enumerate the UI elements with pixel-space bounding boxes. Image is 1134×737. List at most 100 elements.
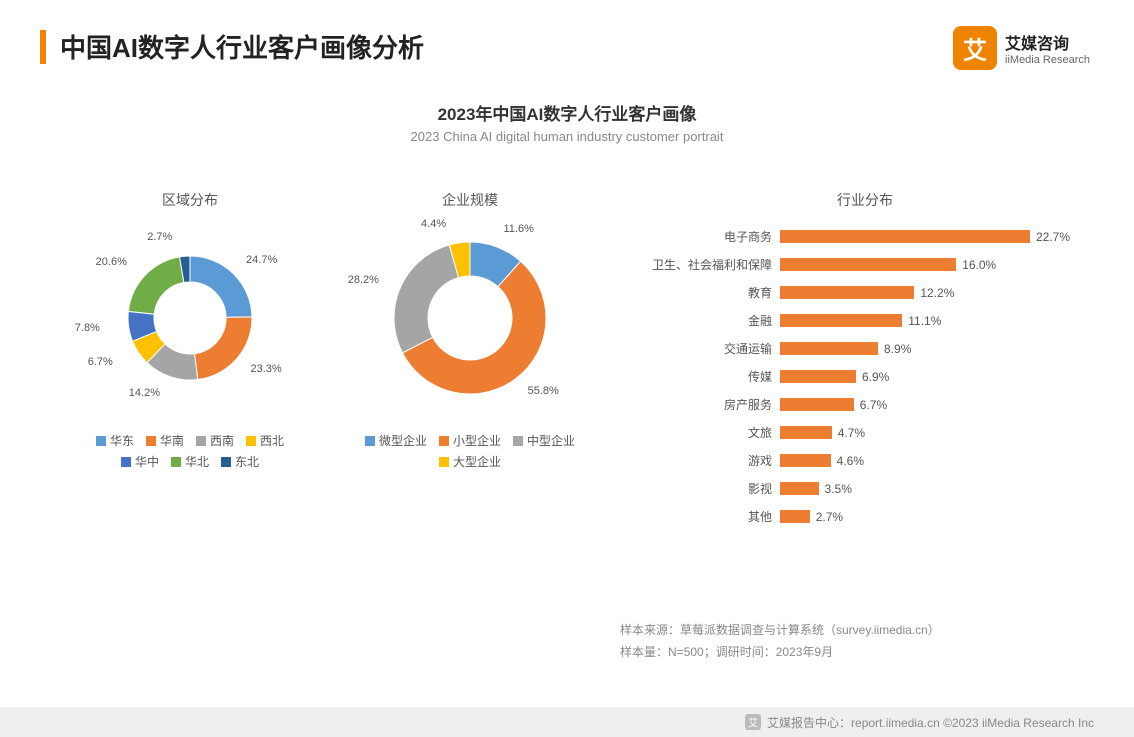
legend-item: 中型企业	[513, 432, 575, 449]
bar-track: 16.0%	[780, 258, 1090, 272]
donut-region: 区域分布 24.7%23.3%14.2%6.7%7.8%20.6%2.7% 华东…	[50, 190, 330, 536]
bar-row: 游戏 4.6%	[640, 452, 1090, 469]
legend-swatch	[513, 436, 523, 446]
legend-swatch	[439, 436, 449, 446]
legend-label: 华南	[160, 432, 184, 449]
bar-value: 22.7%	[1036, 230, 1070, 244]
bar-row: 传媒 6.9%	[640, 368, 1090, 385]
legend-label: 东北	[235, 453, 259, 470]
bar-fill	[780, 482, 819, 495]
bar-track: 8.9%	[780, 342, 1090, 356]
bar-value: 3.5%	[825, 482, 852, 496]
donut-slice-label: 20.6%	[96, 256, 127, 268]
footer-text: 艾媒报告中心：report.iimedia.cn ©2023 iiMedia R…	[767, 714, 1094, 731]
bar-label: 交通运输	[640, 340, 780, 357]
donut-region-legend: 华东 华南 西南 西北华中华北 东北	[70, 430, 310, 472]
bar-track: 22.7%	[780, 230, 1090, 244]
donut-slice-label: 7.8%	[75, 322, 100, 334]
donut-region-canvas: 24.7%23.3%14.2%6.7%7.8%20.6%2.7%	[90, 218, 290, 418]
legend-swatch	[146, 436, 156, 446]
subtitle: 2023年中国AI数字人行业客户画像 2023 China AI digital…	[0, 100, 1134, 144]
bar-value: 4.6%	[837, 454, 864, 468]
bar-value: 11.1%	[908, 314, 941, 328]
legend-swatch	[171, 457, 181, 467]
bar-row: 交通运输 8.9%	[640, 340, 1090, 357]
legend-swatch	[221, 457, 231, 467]
donut-slice-label: 14.2%	[129, 387, 160, 399]
bar-label: 金融	[640, 312, 780, 329]
bar-label: 房产服务	[640, 396, 780, 413]
bar-fill	[780, 454, 831, 467]
legend-label: 西北	[260, 432, 284, 449]
legend-item: 西北	[246, 432, 284, 449]
bar-label: 电子商务	[640, 228, 780, 245]
bar-label: 影视	[640, 480, 780, 497]
bar-label: 卫生、社会福利和保障	[640, 256, 780, 273]
bar-label: 游戏	[640, 452, 780, 469]
bar-row: 其他 2.7%	[640, 508, 1090, 525]
bar-label: 教育	[640, 284, 780, 301]
donut-size: 企业规模 11.6%55.8%28.2%4.4% 微型企业小型企业中型企业大型企…	[330, 190, 610, 536]
bar-row: 房产服务 6.7%	[640, 396, 1090, 413]
bar-value: 4.7%	[838, 426, 865, 440]
donut-slice	[128, 257, 184, 314]
donut-region-title: 区域分布	[162, 190, 218, 210]
legend-label: 小型企业	[453, 432, 501, 449]
legend-swatch	[365, 436, 375, 446]
subtitle-cn: 2023年中国AI数字人行业客户画像	[0, 100, 1134, 125]
bar-fill	[780, 510, 810, 523]
brand-logo: 艾媒咨询 iiMedia Research	[953, 26, 1090, 70]
bar-fill	[780, 230, 1030, 243]
source-line1: 样本来源：草莓派数据调查与计算系统（survey.iimedia.cn）	[620, 620, 940, 642]
bar-fill	[780, 286, 914, 299]
bar-value: 12.2%	[920, 286, 954, 300]
legend-label: 微型企业	[379, 432, 427, 449]
source-line2: 样本量：N=500；调研时间：2023年9月	[620, 642, 940, 664]
legend-item: 华北	[171, 453, 209, 470]
bar-row: 文旅 4.7%	[640, 424, 1090, 441]
bar-track: 6.7%	[780, 398, 1090, 412]
bar-row: 卫生、社会福利和保障16.0%	[640, 256, 1090, 273]
brand-name-en: iiMedia Research	[1005, 54, 1090, 66]
donut-slice-label: 11.6%	[504, 223, 534, 235]
bar-label: 文旅	[640, 424, 780, 441]
bar-fill	[780, 398, 854, 411]
brand-name-cn: 艾媒咨询	[1005, 30, 1090, 54]
legend-item: 华中	[121, 453, 159, 470]
source-note: 样本来源：草莓派数据调查与计算系统（survey.iimedia.cn） 样本量…	[620, 620, 940, 663]
legend-swatch	[196, 436, 206, 446]
bar-track: 12.2%	[780, 286, 1090, 300]
bar-track: 4.7%	[780, 426, 1090, 440]
legend-item: 东北	[221, 453, 259, 470]
donut-slice-label: 6.7%	[88, 356, 113, 368]
brand-logo-icon	[953, 26, 997, 70]
bar-fill	[780, 342, 878, 355]
donut-slice-label: 2.7%	[147, 231, 172, 243]
legend-label: 中型企业	[527, 432, 575, 449]
bar-value: 6.7%	[860, 398, 887, 412]
legend-item: 华东	[96, 432, 134, 449]
bar-track: 4.6%	[780, 454, 1090, 468]
bar-value: 6.9%	[862, 370, 889, 384]
legend-item: 华南	[146, 432, 184, 449]
bar-chart: 行业分布 电子商务22.7%卫生、社会福利和保障16.0%教育12.2%金融11…	[610, 190, 1090, 536]
accent-bar	[40, 30, 46, 64]
legend-item: 小型企业	[439, 432, 501, 449]
legend-label: 西南	[210, 432, 234, 449]
donut-size-legend: 微型企业 小型企业 中型企业大型企业	[350, 430, 590, 472]
donut-size-canvas: 11.6%55.8%28.2%4.4%	[370, 218, 570, 418]
bar-track: 3.5%	[780, 482, 1090, 496]
bar-value: 8.9%	[884, 342, 911, 356]
legend-label: 大型企业	[453, 453, 501, 470]
bar-track: 6.9%	[780, 370, 1090, 384]
header: 中国AI数字人行业客户画像分析	[40, 28, 424, 65]
bar-chart-title: 行业分布	[640, 190, 1090, 210]
bar-label: 其他	[640, 508, 780, 525]
bar-label: 传媒	[640, 368, 780, 385]
legend-swatch	[246, 436, 256, 446]
subtitle-en: 2023 China AI digital human industry cus…	[0, 129, 1134, 144]
donut-slice	[190, 256, 252, 317]
bar-fill	[780, 314, 902, 327]
bar-value: 2.7%	[816, 510, 843, 524]
donut-slice	[195, 317, 252, 380]
